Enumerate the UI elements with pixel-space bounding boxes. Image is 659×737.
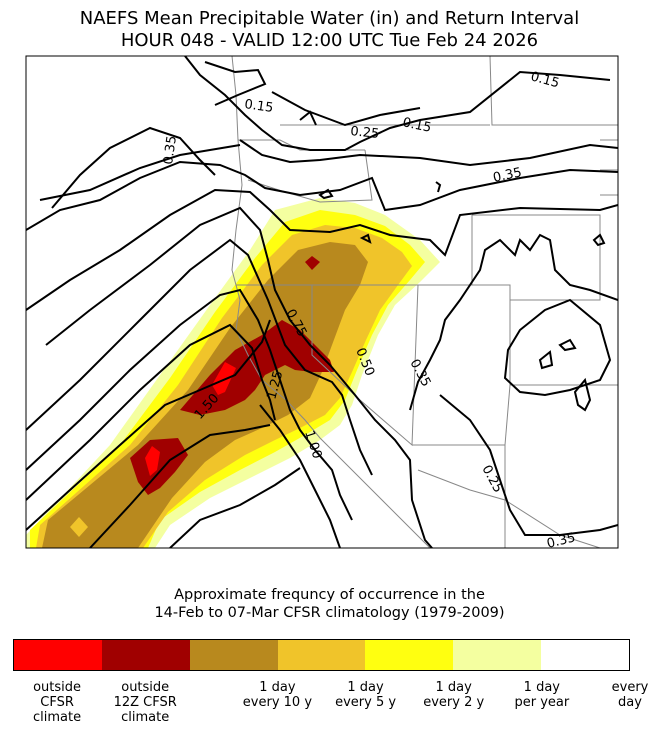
contour-label: 1.25 [264,369,286,401]
colorbar-tick-label: outside 12Z CFSR climate [113,680,177,725]
contour-label: 0.35 [492,165,523,186]
contour-label: 0.35 [545,530,577,552]
shade-small-patch [70,517,88,537]
colorbar-segment [277,640,366,670]
contour-label: 0.15 [401,115,432,136]
colorbar-segment [101,640,190,670]
colorbar-segment [541,640,630,670]
contour-label: 0.25 [350,124,380,142]
colorbar-tick-label: every day [611,680,649,710]
shade-outside-12z-2 [130,438,188,495]
colorbar-segment [453,640,542,670]
colorbar-tick-label: 1 day every 5 y [335,680,397,710]
colorbar-tick-label: 1 day every 2 y [423,680,485,710]
contour-label: 0.35 [161,135,180,166]
contour-label: 0.15 [529,69,561,91]
shade-outside-cfsr-2 [145,446,160,476]
shade-outside-cfsr-1 [212,362,236,395]
colorbar-tick-label: 1 day every 10 y [242,680,313,710]
pw-contours [26,56,618,548]
colorbar-segment [365,640,454,670]
colorbar-tick-label: 1 day per year [514,680,570,710]
map-title-line-1: NAEFS Mean Precipitable Water (in) and R… [79,8,580,29]
colorbar-segment [189,640,278,670]
contour-label: 0.25 [478,463,505,496]
colorbar-title-line-1: Approximate frequncy of occurrence in th… [174,587,485,603]
colorbar [13,639,630,671]
colorbar-title-line-2: 14-Feb to 07-Mar CFSR climatology (1979-… [154,605,505,621]
map-title-line-2: HOUR 048 - VALID 12:00 UTC Tue Feb 24 20… [120,30,539,51]
shade-outside-12z-3 [305,256,320,270]
colorbar-segment [14,640,102,670]
contour-label: 0.15 [243,97,274,116]
colorbar-tick-label: outside CFSR climate [33,680,82,725]
